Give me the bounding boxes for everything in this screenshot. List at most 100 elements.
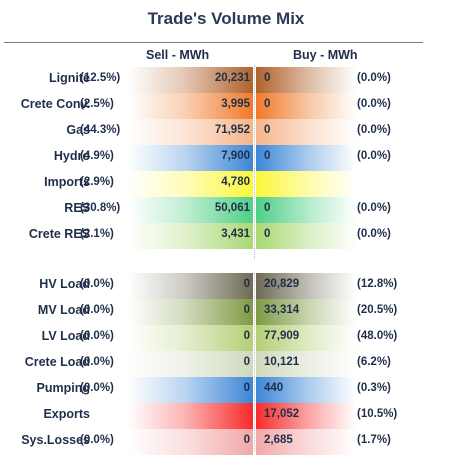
buy-cell: 10,121 [256, 351, 356, 377]
buy-percent: (0.0%) [357, 124, 391, 136]
table-row: Crete RES (2.1%) 3,431 0 (0.0%) [0, 223, 452, 249]
buy-column-header: Buy - MWh [293, 48, 358, 62]
sell-cell: 20,231 [128, 67, 253, 93]
sell-percent: (4.9%) [80, 150, 114, 162]
sell-cell: 0 [128, 299, 253, 325]
buy-cell: 0 [256, 119, 356, 145]
sell-cell: 71,952 [128, 119, 253, 145]
buy-percent: (6.2%) [357, 356, 391, 368]
title-divider [4, 42, 423, 43]
buy-cell [256, 171, 356, 197]
buy-value: 440 [264, 382, 284, 394]
row-label: Hydro [53, 149, 90, 163]
buy-value: 2,685 [264, 434, 293, 446]
row-label: Gas [66, 123, 90, 137]
sell-percent: (0.0%) [80, 278, 114, 290]
sell-value: 0 [243, 304, 250, 316]
buy-cell: 17,052 [256, 403, 356, 429]
sell-value: 50,061 [214, 202, 250, 214]
sell-cell: 0 [128, 377, 253, 403]
sell-percent: (0.0%) [80, 330, 114, 342]
buy-percent: (10.5%) [357, 408, 398, 420]
buy-value: 0 [264, 228, 271, 240]
sell-cell: 0 [128, 429, 253, 455]
buy-percent: (0.0%) [357, 98, 391, 110]
row-label: HV Load [39, 277, 90, 291]
sell-percent: (30.8%) [80, 202, 121, 214]
buy-cell: 2,685 [256, 429, 356, 455]
table-row: Exports 17,052 (10.5%) [0, 403, 452, 429]
buy-value: 0 [264, 124, 271, 136]
sell-value: 0 [243, 434, 250, 446]
buy-value: 0 [264, 202, 271, 214]
sell-cell: 4,780 [128, 171, 253, 197]
sell-percent: (0.0%) [80, 434, 114, 446]
sell-cell: 3,995 [128, 93, 253, 119]
buy-value: 77,909 [264, 330, 300, 342]
buy-cell: 440 [256, 377, 356, 403]
table-row: LV Load (0.0%) 0 77,909 (48.0%) [0, 325, 452, 351]
buy-value: 10,121 [264, 356, 300, 368]
row-label: Sys.Losses [21, 433, 90, 447]
buy-percent: (48.0%) [357, 330, 398, 342]
buy-cell: 0 [256, 197, 356, 223]
sell-value: 0 [243, 382, 250, 394]
row-label: RES [64, 201, 90, 215]
sell-cell [128, 403, 253, 429]
sell-percent: (2.5%) [80, 98, 114, 110]
row-label: Imports [44, 175, 90, 189]
sell-percent: (0.0%) [80, 356, 114, 368]
sell-cell: 50,061 [128, 197, 253, 223]
sell-percent: (2.9%) [80, 176, 114, 188]
row-label: LV Load [41, 329, 90, 343]
buy-percent: (1.7%) [357, 434, 391, 446]
column-separator-top [254, 65, 255, 259]
table-row: Hydro (4.9%) 7,900 0 (0.0%) [0, 145, 452, 171]
sell-percent: (12.5%) [80, 72, 121, 84]
sell-column-header: Sell - MWh [146, 48, 210, 62]
sell-percent: (0.0%) [80, 382, 114, 394]
buy-value: 20,829 [264, 278, 300, 290]
row-label: Crete Load [24, 355, 90, 369]
buy-cell: 20,829 [256, 273, 356, 299]
row-label: Exports [43, 407, 90, 421]
buy-value: 0 [264, 72, 271, 84]
buy-value: 17,052 [264, 408, 300, 420]
buy-value: 0 [264, 98, 271, 110]
table-row: Lignite (12.5%) 20,231 0 (0.0%) [0, 67, 452, 93]
row-label: Crete RES [28, 227, 90, 241]
chart-title: Trade's Volume Mix [147, 9, 305, 28]
table-row: Crete Load (0.0%) 0 10,121 (6.2%) [0, 351, 452, 377]
sell-value: 3,995 [221, 98, 250, 110]
sell-cell: 7,900 [128, 145, 253, 171]
buy-cell: 0 [256, 67, 356, 93]
sell-value: 7,900 [221, 150, 250, 162]
column-separator-bottom [254, 273, 255, 451]
buy-percent: (0.0%) [357, 72, 391, 84]
sell-cell: 3,431 [128, 223, 253, 249]
row-label: Pumping [36, 381, 90, 395]
table-row: Imports (2.9%) 4,780 [0, 171, 452, 197]
table-row: Pumping (0.0%) 0 440 (0.3%) [0, 377, 452, 403]
sell-value: 0 [243, 356, 250, 368]
buy-cell: 0 [256, 93, 356, 119]
sell-value: 20,231 [214, 72, 250, 84]
buy-percent: (0.0%) [357, 202, 391, 214]
table-row: RES (30.8%) 50,061 0 (0.0%) [0, 197, 452, 223]
row-label: Lignite [49, 71, 90, 85]
buy-cell: 0 [256, 223, 356, 249]
sell-cell: 0 [128, 351, 253, 377]
row-label: Crete Conv. [20, 97, 90, 111]
sell-value: 4,780 [221, 176, 250, 188]
table-row: MV Load (0.0%) 0 33,314 (20.5%) [0, 299, 452, 325]
table-row: Sys.Losses (0.0%) 0 2,685 (1.7%) [0, 429, 452, 455]
table-row: HV Load (0.0%) 0 20,829 (12.8%) [0, 273, 452, 299]
buy-percent: (20.5%) [357, 304, 398, 316]
sell-value: 0 [243, 278, 250, 290]
sell-percent: (2.1%) [80, 228, 114, 240]
sell-cell: 0 [128, 273, 253, 299]
buy-value: 0 [264, 150, 271, 162]
table-row: Gas (44.3%) 71,952 0 (0.0%) [0, 119, 452, 145]
sell-cell: 0 [128, 325, 253, 351]
buy-value: 33,314 [264, 304, 300, 316]
